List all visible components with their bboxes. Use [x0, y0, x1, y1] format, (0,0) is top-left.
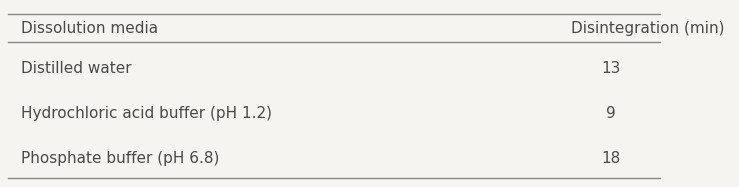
Text: 18: 18	[601, 151, 620, 166]
Text: Disintegration (min): Disintegration (min)	[571, 21, 724, 36]
Text: Hydrochloric acid buffer (pH 1.2): Hydrochloric acid buffer (pH 1.2)	[21, 106, 273, 121]
Text: Distilled water: Distilled water	[21, 61, 132, 76]
Text: 13: 13	[601, 61, 620, 76]
Text: 9: 9	[606, 106, 616, 121]
Text: Dissolution media: Dissolution media	[21, 21, 158, 36]
Text: Phosphate buffer (pH 6.8): Phosphate buffer (pH 6.8)	[21, 151, 219, 166]
